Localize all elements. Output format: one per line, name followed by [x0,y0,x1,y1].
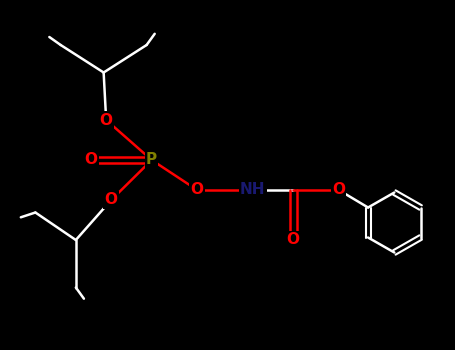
Text: NH: NH [240,182,266,197]
Text: P: P [146,153,157,168]
Text: O: O [191,182,204,197]
Text: O: O [100,112,113,127]
Text: O: O [332,182,345,197]
Text: O: O [85,153,97,168]
Text: O: O [105,193,118,208]
Text: O: O [287,232,300,247]
